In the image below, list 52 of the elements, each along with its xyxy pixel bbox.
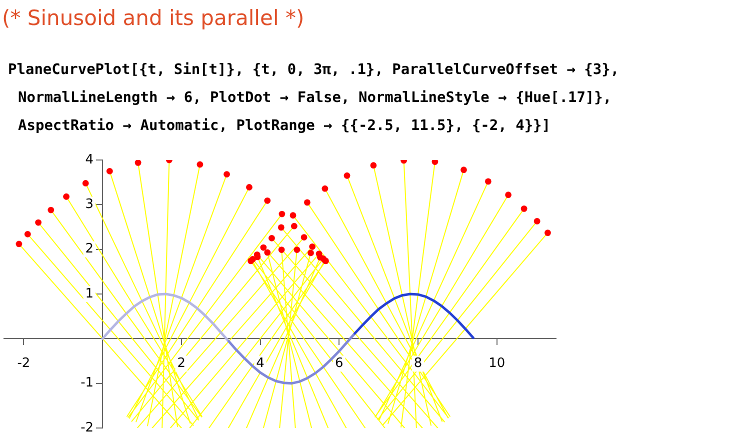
x-tick-label: 2 [177, 356, 186, 372]
point [505, 192, 512, 198]
point [106, 168, 113, 174]
point [290, 222, 298, 230]
point [432, 160, 438, 165]
point [224, 171, 230, 178]
point [344, 172, 350, 179]
point [196, 161, 204, 168]
x-tick-label: 6 [335, 356, 344, 372]
point [460, 166, 467, 174]
y-tick-label: 3 [85, 197, 94, 212]
y-tick-label: -1 [80, 376, 94, 391]
point [520, 205, 528, 212]
point [308, 250, 314, 256]
point [82, 180, 89, 186]
x-tick-label: 10 [488, 356, 506, 372]
point [246, 184, 252, 190]
point [48, 206, 54, 214]
point [290, 212, 296, 219]
point [278, 210, 286, 218]
point [35, 219, 42, 226]
point [294, 246, 300, 253]
x-tick-label: -2 [17, 356, 30, 372]
point [317, 254, 324, 261]
point [300, 234, 308, 240]
x-tick-label: 4 [256, 356, 264, 372]
point [134, 160, 142, 166]
point [278, 224, 284, 231]
point [370, 162, 377, 169]
text: AspectRatio → Automatic, PlotRange → {{-2.5, 11.5}, {-2, 4}}] [18, 118, 551, 134]
point [484, 178, 492, 185]
point [304, 199, 310, 206]
point [16, 240, 22, 248]
point [264, 197, 271, 204]
y-tick-label: -2 [80, 420, 94, 436]
point [534, 218, 540, 224]
point [260, 244, 267, 251]
point [309, 243, 316, 250]
point [322, 185, 328, 192]
point [24, 230, 31, 238]
point [544, 230, 551, 236]
x-tick-label: 8 [414, 356, 422, 372]
text: PlaneCurvePlot[{t, Sin[t]}, {t, 0, 3π, .1}, ParallelCurveOffset → {3}, [8, 62, 620, 78]
y-tick-label: 2 [85, 242, 94, 257]
chart-title: (* Sinusoid and its parallel *) [2, 6, 304, 30]
point [264, 249, 271, 256]
point [268, 234, 275, 242]
point [63, 193, 70, 200]
y-tick-label: 1 [85, 286, 94, 302]
y-tick-label: 4 [85, 152, 94, 168]
point [278, 246, 285, 253]
text: NormalLineLength → 6, PlotDot → False, NormalLineStyle → {Hue[.17]}, [18, 90, 612, 106]
